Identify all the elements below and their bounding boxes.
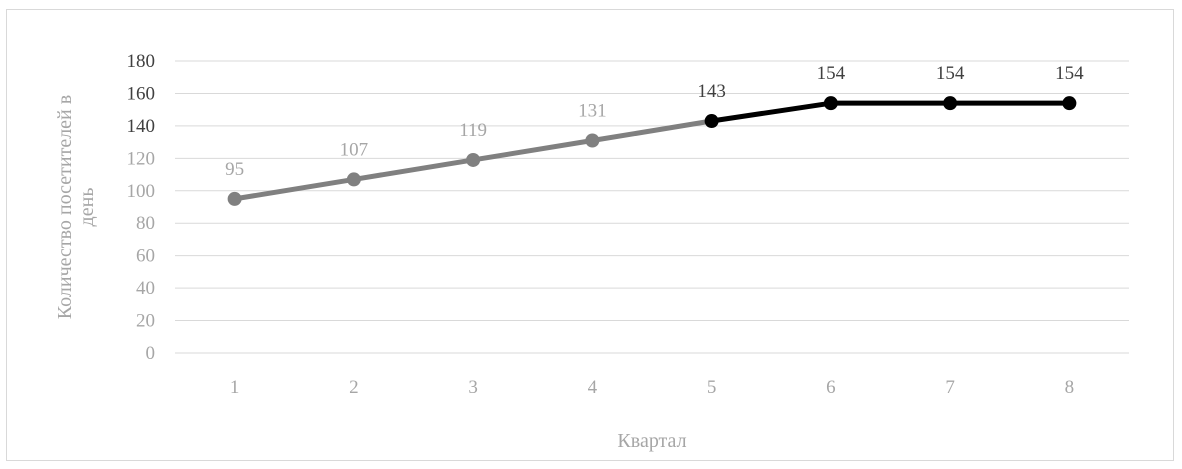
x-axis-ticks: 1 2 3 4 5 6 7 8 — [230, 377, 1074, 398]
x-tick-label: 4 — [588, 377, 598, 398]
x-tick-label: 2 — [349, 377, 359, 398]
chart-area: 0 20 40 60 80 100 120 140 160 180 1 2 3 4 5 6 7 8 95 107 1… — [6, 9, 1174, 461]
y-tick-label: 100 — [127, 181, 156, 202]
data-point — [466, 152, 481, 167]
y-axis-title-line-2: день — [76, 188, 98, 227]
y-tick-label: 60 — [136, 246, 155, 267]
y-tick-label: 140 — [127, 116, 156, 137]
data-point — [227, 191, 242, 206]
y-axis-ticks: 0 20 40 60 80 100 120 140 160 180 — [127, 51, 156, 364]
data-label: 143 — [697, 81, 726, 102]
y-tick-label: 180 — [127, 51, 156, 72]
data-point — [823, 96, 838, 111]
data-label: 119 — [459, 120, 487, 141]
x-tick-label: 8 — [1065, 377, 1075, 398]
gridlines — [175, 60, 1129, 354]
series-markers — [227, 96, 1077, 206]
x-tick-label: 5 — [707, 377, 717, 398]
line-chart: 0 20 40 60 80 100 120 140 160 180 1 2 3 4 5 6 7 8 95 107 1… — [54, 51, 1129, 452]
data-label: 107 — [340, 139, 369, 160]
data-labels: 95 107 119 131 143 154 154 154 — [225, 63, 1084, 180]
data-label: 154 — [936, 63, 965, 84]
data-point — [704, 114, 719, 129]
x-tick-label: 6 — [826, 377, 836, 398]
data-point — [346, 172, 361, 187]
x-tick-label: 1 — [230, 377, 240, 398]
y-axis-title: Количество посетителей в день — [54, 95, 98, 319]
data-point — [1062, 96, 1077, 111]
x-tick-label: 3 — [468, 377, 478, 398]
y-tick-label: 120 — [127, 148, 156, 169]
y-tick-label: 80 — [136, 213, 155, 234]
y-axis-title-line-1: Количество посетителей в — [54, 95, 76, 319]
data-label: 154 — [1055, 63, 1084, 84]
data-label: 131 — [578, 100, 607, 121]
data-point — [585, 133, 600, 148]
data-label: 154 — [817, 63, 846, 84]
data-label: 95 — [225, 159, 244, 180]
x-axis-title: Квартал — [617, 430, 686, 452]
data-point — [943, 96, 958, 111]
y-tick-label: 160 — [127, 83, 156, 104]
y-tick-label: 20 — [136, 311, 155, 332]
x-tick-label: 7 — [945, 377, 955, 398]
series-line-segment — [711, 100, 1070, 124]
y-tick-label: 0 — [146, 343, 156, 364]
y-tick-label: 40 — [136, 278, 155, 299]
